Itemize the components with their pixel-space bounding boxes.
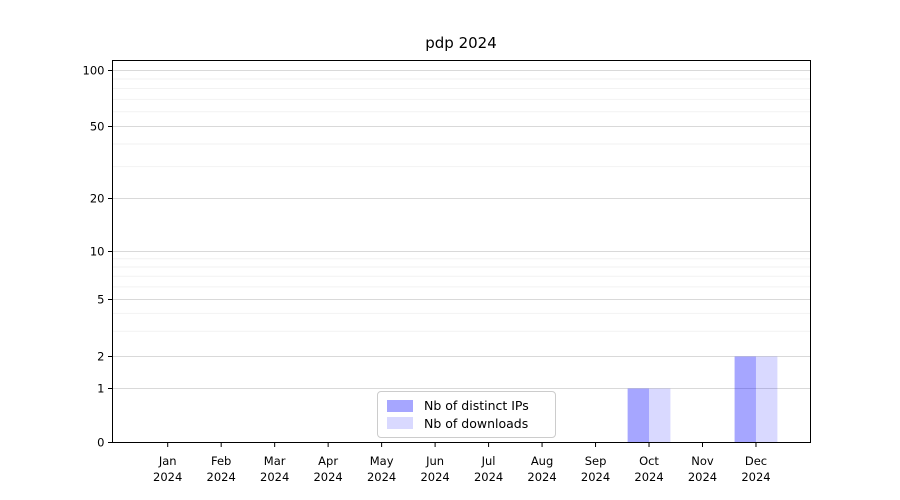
x-tick-label-year: 2024 (313, 470, 342, 484)
x-tick-label-year: 2024 (581, 470, 610, 484)
x-tick-label-year: 2024 (688, 470, 717, 484)
bar-nb-of-distinct-ips-dec (734, 356, 756, 443)
y-tick-label: 100 (83, 64, 105, 78)
x-tick-label-year: 2024 (367, 470, 396, 484)
x-tick-label-month: Dec (745, 454, 767, 468)
x-tick-label-month: Sep (585, 454, 607, 468)
legend-entry-distinct-ips: Nb of distinct IPs (387, 398, 546, 414)
x-tick-label-month: Feb (211, 454, 231, 468)
legend-label-distinct-ips: Nb of distinct IPs (424, 398, 529, 414)
legend-entry-downloads: Nb of downloads (387, 415, 546, 431)
y-tick-label: 0 (97, 436, 104, 450)
x-tick-label-month: Aug (531, 454, 553, 468)
legend-label-downloads: Nb of downloads (424, 415, 529, 431)
x-tick-label-month: Jun (425, 454, 444, 468)
bar-nb-of-downloads-dec (755, 356, 778, 443)
y-tick-label: 20 (90, 192, 105, 206)
bar-nb-of-distinct-ips-oct (627, 388, 650, 443)
x-tick-label-month: Jul (481, 454, 496, 468)
y-tick-label: 50 (90, 120, 105, 134)
x-tick-label-month: Mar (264, 454, 286, 468)
x-tick-label-month: Jan (158, 454, 177, 468)
legend: Nb of distinct IPs Nb of downloads (377, 391, 556, 438)
chart-title: pdp 2024 (425, 34, 497, 52)
bar-nb-of-downloads-oct (649, 388, 671, 443)
x-tick-label-year: 2024 (260, 470, 289, 484)
x-tick-label-year: 2024 (741, 470, 770, 484)
y-tick-label: 2 (97, 350, 104, 364)
x-tick-label-month: Nov (691, 454, 714, 468)
legend-swatch-downloads (387, 417, 413, 430)
y-tick-label: 5 (97, 293, 104, 307)
x-tick-label-month: Apr (318, 454, 338, 468)
x-tick-label-month: Oct (639, 454, 659, 468)
x-tick-label-year: 2024 (527, 470, 556, 484)
x-tick-label-year: 2024 (207, 470, 236, 484)
legend-swatch-distinct-ips (387, 399, 413, 412)
y-tick-label: 1 (97, 382, 104, 396)
x-tick-label-year: 2024 (634, 470, 663, 484)
y-tick-label: 10 (90, 245, 105, 259)
x-tick-label-month: May (370, 454, 394, 468)
x-tick-label-year: 2024 (153, 470, 182, 484)
x-tick-label-year: 2024 (474, 470, 503, 484)
x-tick-label-year: 2024 (420, 470, 449, 484)
